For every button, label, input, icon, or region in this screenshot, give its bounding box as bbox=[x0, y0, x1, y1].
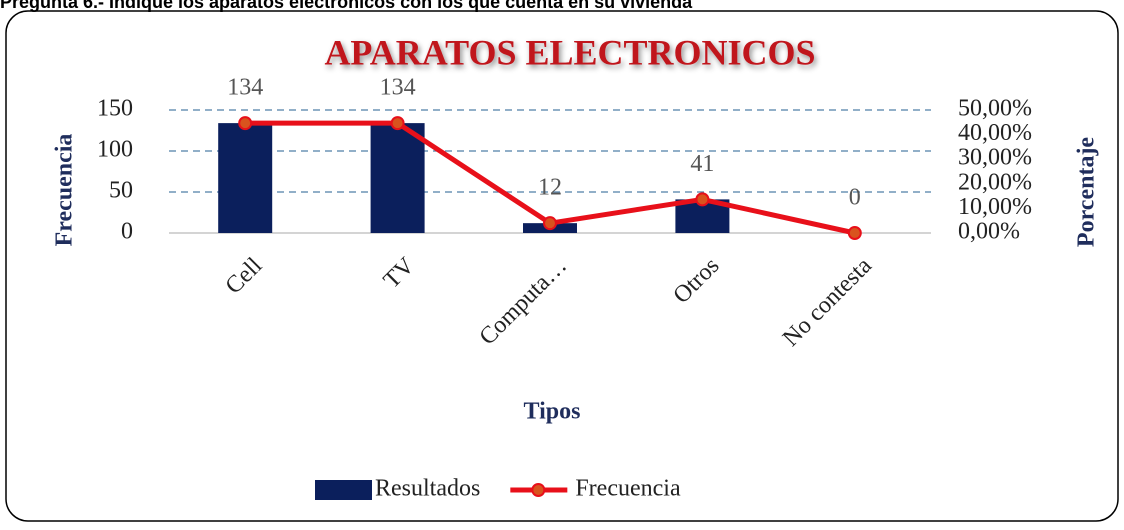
y2-tick-label: 0,00% bbox=[958, 219, 1020, 245]
data-label: 134 bbox=[380, 75, 416, 101]
y-tick-label: 0 bbox=[121, 219, 133, 245]
y-tick-label: 50 bbox=[109, 178, 133, 204]
y-tick-label: 150 bbox=[97, 96, 133, 122]
legend-swatch-marker bbox=[531, 483, 546, 497]
line-marker bbox=[847, 226, 862, 240]
y2-tick-label: 10,00% bbox=[958, 194, 1032, 220]
legend-label: Resultados bbox=[375, 476, 480, 502]
y-tick-label: 100 bbox=[97, 137, 133, 163]
line-marker bbox=[238, 116, 253, 131]
legend-swatch bbox=[315, 480, 372, 500]
chart-title: APARATOS ELECTRONICOS bbox=[324, 32, 815, 72]
line-marker bbox=[543, 216, 557, 231]
y2-tick-label: 20,00% bbox=[958, 169, 1032, 195]
y2-tick-label: 50,00% bbox=[958, 96, 1032, 122]
bar bbox=[218, 123, 273, 233]
legend-label: Frecuencia bbox=[575, 476, 681, 502]
data-label: 12 bbox=[538, 175, 562, 201]
chart-frame bbox=[5, 10, 1119, 522]
data-label: 41 bbox=[690, 151, 714, 177]
data-label: 134 bbox=[227, 75, 263, 101]
line-marker bbox=[390, 116, 405, 131]
y2-tick-label: 30,00% bbox=[958, 145, 1032, 171]
y-axis-title: Frecuencia bbox=[52, 134, 78, 247]
y2-axis-title: Porcentaje bbox=[1074, 137, 1100, 248]
y2-tick-label: 40,00% bbox=[958, 120, 1032, 146]
x-axis-title: Tipos bbox=[524, 399, 581, 425]
bar bbox=[370, 123, 425, 233]
line-marker bbox=[695, 192, 710, 207]
data-label: 0 bbox=[849, 185, 861, 211]
page-header: Pregunta 6.- Indique los aparatos electr… bbox=[0, 0, 693, 12]
